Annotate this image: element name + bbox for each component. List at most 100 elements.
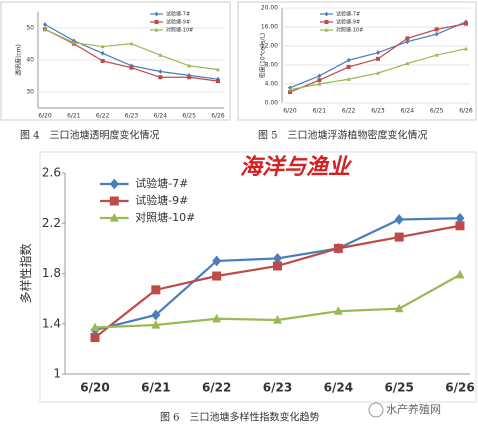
marker	[151, 309, 161, 321]
marker	[43, 22, 47, 27]
marker	[158, 75, 163, 80]
legend-label: 对照塘-10#	[166, 27, 193, 34]
y-tick-label: 2.6	[42, 166, 61, 180]
x-tick-label: 6/26	[211, 113, 225, 120]
marker	[394, 303, 404, 313]
y-tick-label: 40	[26, 57, 34, 64]
y-tick-label: 4.00	[265, 81, 279, 88]
marker	[158, 69, 163, 74]
marker	[109, 196, 119, 206]
marker	[100, 58, 105, 63]
marker	[394, 232, 404, 242]
marker	[109, 178, 119, 190]
marker	[273, 253, 282, 264]
x-tick-label: 6/24	[401, 108, 415, 115]
y-tick-label: 1.4	[42, 316, 61, 330]
x-tick-label: 6/25	[182, 113, 196, 120]
marker	[129, 65, 134, 70]
x-tick-label: 6/21	[67, 113, 81, 120]
legend-label: 试验塘-7#	[166, 11, 190, 18]
marker	[71, 40, 76, 45]
y-tick-label: 20.00	[261, 5, 278, 12]
marker	[273, 261, 282, 271]
x-tick-label: 6/23	[125, 113, 139, 120]
marker	[187, 63, 192, 68]
x-tick-label: 6/21	[141, 381, 170, 395]
marker	[405, 61, 410, 66]
marker	[212, 271, 222, 281]
marker	[100, 50, 105, 56]
marker	[158, 53, 163, 57]
y-tick-label: 12.00	[261, 43, 278, 50]
marker	[154, 20, 159, 24]
marker	[324, 11, 329, 17]
source-icon	[368, 402, 384, 418]
marker	[129, 41, 134, 46]
marker	[434, 27, 439, 32]
marker	[324, 20, 329, 24]
marker	[405, 39, 410, 45]
marker	[109, 213, 119, 222]
caption: 图 6 三口池塘多样性指数变化趋势	[160, 411, 320, 424]
marker	[317, 73, 322, 79]
panel-frame	[39, 151, 477, 403]
marker	[151, 285, 161, 295]
marker	[405, 36, 410, 41]
marker	[212, 255, 222, 267]
caption: 图 5 三口池塘浮游植物密度变化情况	[258, 129, 428, 142]
marker	[346, 64, 351, 69]
marker	[100, 44, 105, 49]
x-tick-label: 6/24	[324, 381, 353, 395]
y-tick-label: 8.00	[265, 62, 279, 69]
y-tick-label: 1	[53, 367, 61, 381]
caption: 图 4 三口池塘透明度变化情况	[20, 129, 160, 142]
y-tick-label: 50	[26, 25, 34, 32]
x-tick-label: 6/20	[38, 113, 52, 120]
x-tick-label: 6/26	[459, 108, 473, 115]
source: 水产养殖网	[386, 402, 441, 416]
x-tick-label: 6/22	[96, 113, 110, 120]
x-tick-label: 6/23	[371, 108, 385, 115]
marker	[273, 315, 282, 324]
marker	[288, 90, 292, 95]
marker	[376, 50, 380, 56]
marker	[376, 56, 380, 61]
marker	[346, 57, 351, 63]
x-tick-label: 6/23	[263, 381, 292, 395]
x-tick-label: 6/25	[430, 108, 444, 115]
marker	[288, 87, 292, 92]
marker	[464, 21, 468, 26]
marker	[187, 75, 192, 80]
y-axis-label: 透明度(cm)	[14, 44, 22, 76]
marker	[317, 78, 322, 83]
y-tick-label: 0.00	[265, 100, 279, 107]
watermark: 海洋与渔业	[240, 154, 353, 180]
y-tick-label: 16.00	[261, 24, 278, 31]
y-tick-label: 1.8	[42, 266, 61, 280]
marker	[154, 27, 159, 32]
marker	[346, 77, 351, 81]
marker	[455, 212, 465, 224]
x-tick-label: 6/25	[384, 381, 413, 395]
y-tick-label: 2.2	[42, 216, 61, 230]
legend-label: 试验塘-9#	[135, 193, 188, 207]
x-tick-label: 6/22	[342, 108, 356, 115]
marker	[154, 11, 159, 17]
legend-label: 试验塘-9#	[336, 19, 360, 26]
marker	[324, 27, 329, 32]
marker	[151, 320, 161, 329]
marker	[394, 214, 404, 225]
legend-label: 对照塘-10#	[336, 27, 363, 34]
y-axis-label: 多样性指数	[18, 243, 33, 303]
marker	[376, 70, 380, 75]
legend-label: 试验塘-7#	[135, 176, 188, 190]
panel-frame	[0, 1, 231, 121]
marker	[455, 221, 465, 231]
marker	[212, 313, 222, 323]
y-axis-label: 密度(10⁴cells/L)	[258, 33, 266, 79]
x-tick-label: 6/20	[80, 381, 109, 395]
marker	[434, 31, 439, 37]
marker	[434, 52, 439, 57]
y-tick-label: 30	[26, 89, 34, 96]
